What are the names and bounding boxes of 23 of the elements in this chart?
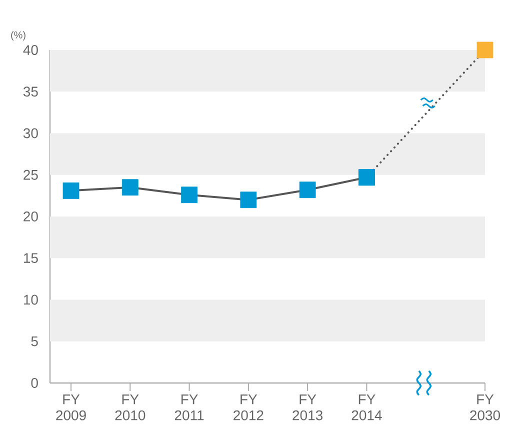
y-tick-label: 40 bbox=[23, 45, 38, 55]
point bbox=[476, 42, 494, 58]
point bbox=[181, 186, 198, 204]
x-tick-label: FY 2030 bbox=[470, 394, 500, 420]
y-tick-label: 20 bbox=[24, 212, 38, 222]
y-tick-label: 30 bbox=[23, 128, 38, 138]
x-tick-label: FY 2013 bbox=[292, 394, 323, 420]
x-tick-label: FY 2010 bbox=[115, 394, 146, 420]
point bbox=[62, 182, 80, 199]
x-tick-label: FY 2009 bbox=[56, 394, 86, 420]
y-tick-label: 35 bbox=[23, 86, 38, 97]
y-tick-label: 10 bbox=[24, 294, 38, 305]
y-tick-label: 5 bbox=[31, 336, 38, 346]
point bbox=[122, 179, 138, 196]
y-tick-label: 0 bbox=[31, 378, 38, 388]
x-tick-label: FY 2014 bbox=[352, 394, 382, 420]
y-tick-label: 15 bbox=[24, 253, 38, 264]
y-tick-label: 25 bbox=[24, 170, 38, 180]
y-axis-title: (%) bbox=[11, 31, 26, 40]
point bbox=[299, 182, 316, 198]
point bbox=[240, 192, 257, 208]
x-tick-label: FY 2011 bbox=[174, 394, 204, 420]
x-tick-label: FY 2012 bbox=[234, 394, 264, 420]
